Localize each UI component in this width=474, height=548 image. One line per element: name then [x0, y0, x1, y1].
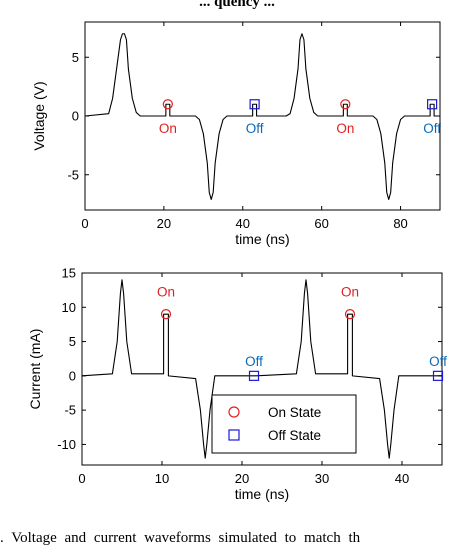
on-annotation: On	[341, 285, 359, 300]
off-annotation: Off	[423, 121, 441, 136]
on-state-marker	[160, 309, 172, 320]
legend-label-off-state: Off State	[268, 428, 321, 443]
off-annotation: Off	[246, 121, 264, 136]
on-state-marker	[344, 309, 356, 320]
x-tick-label: 40	[395, 471, 409, 486]
x-tick-label: 60	[314, 216, 328, 231]
off-state-marker	[432, 370, 444, 381]
current-chart: 0 10 20 30 40 -10 -5 0 5 10 15 time (ns) Current (mA…	[27, 266, 447, 503]
off-state-marker	[248, 370, 260, 381]
x-tick-label: 20	[235, 471, 249, 486]
legend-on-marker	[228, 406, 240, 418]
off-annotation: Off	[245, 354, 263, 369]
legend-box	[211, 394, 357, 454]
on-state-marker	[162, 99, 173, 110]
y-tick-label: -5	[64, 403, 76, 418]
legend-off-marker	[228, 429, 240, 441]
voltage-chart: 0 20 40 60 80 -5 0 5 time (ns) Voltage (V) On Off On…	[31, 21, 441, 247]
y-tick-label: 0	[72, 109, 79, 124]
plot-frame	[81, 272, 443, 466]
y-tick-label: 15	[62, 266, 76, 281]
x-axis-label: time (ns)	[235, 231, 289, 247]
figure-caption: . Voltage and current waveforms simulate…	[0, 530, 361, 546]
y-tick-label: 10	[62, 300, 76, 315]
x-tick-label: 80	[393, 216, 407, 231]
y-tick-label: -10	[57, 437, 76, 452]
off-annotation: Off	[429, 354, 447, 369]
y-axis-label: Voltage (V)	[31, 81, 47, 150]
x-tick-label: 40	[236, 216, 250, 231]
top-caption: ... quency ...	[199, 0, 275, 10]
x-tick-label: 10	[155, 471, 169, 486]
on-annotation: On	[159, 121, 177, 136]
y-axis-label: Current (mA)	[27, 329, 43, 410]
x-tick-label: 0	[78, 471, 85, 486]
on-annotation: On	[157, 285, 175, 300]
y-tick-label: 5	[72, 50, 79, 65]
waveform-line	[84, 33, 440, 200]
legend-label-on-state: On State	[268, 405, 321, 420]
x-tick-label: 20	[157, 216, 171, 231]
y-tick-label: -5	[67, 167, 79, 182]
off-state-marker	[249, 99, 260, 110]
x-axis-label: time (ns)	[235, 486, 289, 502]
y-tick-label: 5	[69, 334, 76, 349]
y-tick-label: 0	[69, 368, 76, 383]
x-tick-label: 30	[315, 471, 329, 486]
legend: On State Off State	[211, 394, 357, 454]
x-tick-label: 0	[81, 216, 88, 231]
waveform-line	[81, 279, 442, 459]
off-state-marker	[427, 99, 438, 110]
on-state-marker	[340, 99, 351, 110]
on-annotation: On	[336, 121, 354, 136]
